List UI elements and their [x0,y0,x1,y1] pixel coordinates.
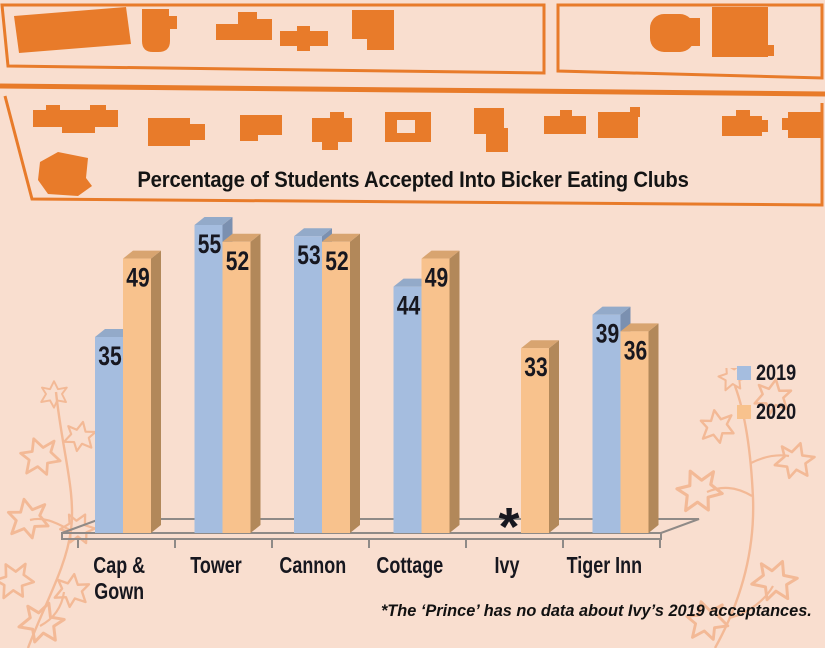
bar-top-2020 [521,340,559,349]
bar-value-label: 33 [524,353,547,383]
street-line [0,83,825,97]
bar-top-2019 [294,228,332,237]
x-axis-label-text: Cottage [376,552,444,578]
chart-floor-front [61,532,662,540]
x-axis-label: Ivy [458,552,556,578]
chart-title-text: Percentage of Students Accepted Into Bic… [136,167,689,192]
legend-item-2019: 2019 [737,360,823,385]
bar-value-label: 35 [98,342,121,372]
bar-value-label: 44 [397,291,421,321]
x-axis-label-text: Tower [190,552,242,578]
chart-legend: 2019 2020 [737,360,823,440]
bar-2019 [393,286,422,533]
bar-value-label: 49 [425,263,448,293]
x-axis-label-text: Tiger Inn [566,552,642,578]
bar-value-text: 33 [524,353,547,383]
bar-side-2020 [549,340,559,533]
bar-top-2020 [123,250,161,259]
footnote: *The ‘Prince’ has no data about Ivy’s 20… [381,601,812,620]
bar-value-label: 52 [226,246,249,276]
bar-value-text: 39 [596,319,619,349]
bar-top-2020 [620,323,659,332]
x-axis-label: Tower [167,552,265,578]
bar-2020 [123,258,151,533]
bar-2020 [521,348,549,533]
map-block-outlines [0,3,824,207]
x-axis-label-text: Cap & Gown [93,552,145,604]
bar-side-2020 [350,233,360,534]
bar-2019 [592,314,621,533]
bar-value-label: 52 [325,246,348,276]
building-footprints [14,7,822,196]
bar-value-text: 52 [325,246,348,276]
x-axis-label: Cap & Gown [70,552,168,604]
bar-top-2020 [222,233,261,242]
bar-side-2020 [449,250,460,533]
x-axis-label: Cannon [264,552,362,578]
bar-top-2019 [592,306,631,315]
bar-top-2019 [194,217,233,225]
bar-value-text: 35 [98,342,121,372]
legend-label: 2020 [756,399,797,424]
legend-swatch [737,366,751,380]
bar-2020 [421,258,450,533]
campus-map-graphic [0,3,825,207]
bar-value-text: 49 [425,263,448,293]
bar-2019 [194,225,223,533]
bar-value-label: 36 [624,336,647,366]
bar-top-2020 [322,233,360,242]
bar-top-2020 [421,250,460,259]
bar-2019 [95,337,123,533]
bar-side-2020 [648,323,659,533]
x-axis-label-text: Cannon [279,552,347,578]
bar-value-label: 55 [198,230,221,260]
bar-value-label: 53 [297,241,320,271]
x-axis-label: Cottage [361,552,459,578]
legend-label: 2019 [756,360,797,385]
bar-value-text: 49 [126,263,149,293]
bar-2020 [322,241,350,534]
bar-2019 [294,236,322,533]
bar-side-2020 [250,233,261,534]
bar-value-label: 49 [126,263,149,293]
x-axis-label-text: Ivy [494,552,520,578]
bar-value-text: 36 [624,336,647,366]
legend-item-2020: 2020 [737,399,823,424]
x-axis-label: Tiger Inn [555,552,653,578]
bar-2020 [620,331,649,533]
bar-value-text: 55 [198,230,221,260]
bar-value-text: 44 [397,291,421,321]
legend-swatch [737,405,751,419]
bar-2020 [222,241,251,534]
bar-side-2020 [151,250,161,533]
bar-value-label: 39 [596,319,619,349]
bar-value-text: 53 [297,241,320,271]
chart-title: Percentage of Students Accepted Into Bic… [113,167,712,193]
no-data-asterisk: * [498,497,519,557]
bar-value-text: 52 [226,246,249,276]
